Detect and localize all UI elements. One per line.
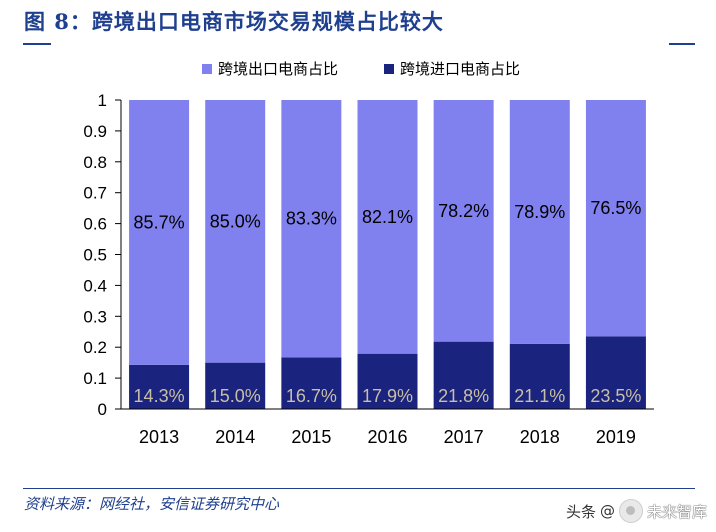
y-tick-label-4: 0.4 [83,276,107,295]
watermark: 头条 @ 未来智库 [566,499,707,523]
legend-swatch-0 [202,64,212,74]
data-label-import-2013: 14.3% [134,386,185,406]
data-label-export-2017: 78.2% [438,201,489,221]
chart-legend: 跨境出口电商占比 跨境进口电商占比 [202,60,520,78]
y-tick-label-9: 0.9 [83,122,107,141]
watermark-brand: 未来智库 [647,502,708,521]
bar-export-2017 [433,100,494,342]
data-label-import-2019: 23.5% [590,386,641,406]
data-label-import-2017: 21.8% [438,386,489,406]
bar-import-2013 [129,364,190,409]
bar-export-2019 [585,100,646,337]
x-tick-label-2018: 2018 [520,427,560,447]
data-label-export-2016: 82.1% [362,207,413,227]
y-tick-label-1: 0.1 [83,369,107,388]
bar-import-2014 [205,362,266,409]
watermark-logo-icon [619,499,644,523]
source-note: 资料来源：网经社，安信证券研究中心 [24,495,280,513]
legend-label-1: 跨境进口电商占比 [400,60,520,78]
bottom-rule [23,488,695,489]
bar-export-2016 [357,100,418,354]
x-tick-label-2014: 2014 [215,427,255,447]
y-tick-label-8: 0.8 [83,153,107,172]
y-tick-label-6: 0.6 [83,215,107,234]
bar-export-2014 [205,100,266,363]
bar-import-2019 [585,336,646,409]
y-tick-label-0: 0 [98,400,107,419]
x-tick-label-2013: 2013 [139,427,179,447]
y-tick-label-5: 0.5 [83,246,107,265]
data-label-export-2014: 85.0% [210,211,261,231]
data-label-export-2013: 85.7% [134,212,185,232]
y-tick-label-2: 0.2 [83,338,107,357]
x-tick-label-2015: 2015 [291,427,331,447]
title-rule-right [669,43,695,45]
watermark-prefix: 头条 [566,502,597,521]
stacked-bar-chart: 跨境出口电商占比 跨境进口电商占比 00.10.20.30.40.50.60.70… [83,60,654,447]
data-label-import-2015: 16.7% [286,386,337,406]
data-label-export-2019: 76.5% [590,198,641,218]
bar-import-2018 [509,343,570,409]
x-tick-label-2017: 2017 [444,427,484,447]
legend-swatch-1 [384,64,394,74]
bar-export-2018 [509,100,570,344]
legend-label-0: 跨境出口电商占比 [218,60,338,78]
x-axis: 2013 2014 2015 2016 2017 2018 2019 [121,408,654,447]
data-label-import-2014: 15.0% [210,386,261,406]
bar-export-2013 [129,100,190,365]
bar-import-2017 [433,341,494,409]
bar-export-2015 [281,100,342,358]
x-tick-label-2016: 2016 [367,427,407,447]
y-axis: 0 0.1 0.2 0.3 0.4 0.5 0.6 0.7 0.8 0.9 1 [83,91,122,419]
title-rule-left [23,43,51,45]
data-label-export-2018: 78.9% [514,202,565,222]
figure-title: 图 8：跨境出口电商市场交易规模占比较大 [24,9,444,34]
y-tick-label-10: 1 [98,91,107,110]
data-label-export-2015: 83.3% [286,209,337,229]
data-label-import-2016: 17.9% [362,386,413,406]
bars: 14.3% 85.7% 15.0% 85.0% 16.7% 83.3% 17.9% 82.1%… [129,100,646,409]
x-tick-label-2019: 2019 [596,427,636,447]
data-label-import-2018: 21.1% [514,386,565,406]
y-tick-label-7: 0.7 [83,184,107,203]
watermark-at: @ [600,502,616,520]
bar-import-2016 [357,353,418,409]
bar-import-2015 [281,357,342,409]
y-tick-label-3: 0.3 [83,307,107,326]
